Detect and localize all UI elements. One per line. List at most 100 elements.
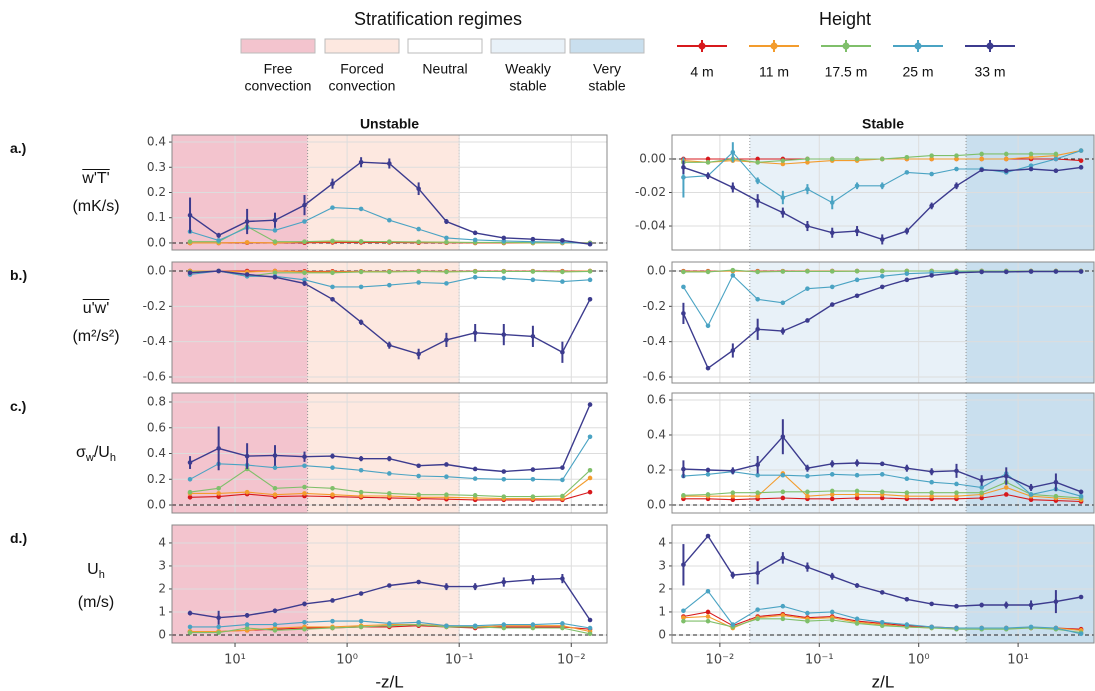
x-tick-label: 10⁻² — [706, 653, 735, 668]
data-point — [272, 465, 278, 470]
y-tick-label: 0 — [658, 627, 666, 641]
data-point — [358, 456, 364, 461]
y-tick-label: 0.00 — [639, 151, 666, 165]
data-point — [1028, 485, 1034, 490]
panel-border — [671, 261, 1095, 384]
data-point — [244, 240, 250, 245]
x-tick-label: 10⁻² — [557, 653, 586, 668]
data-point — [444, 492, 449, 498]
data-point — [1028, 269, 1034, 274]
data-point — [1053, 269, 1059, 274]
data-point — [879, 183, 885, 189]
data-point — [1028, 602, 1034, 608]
data-point — [854, 621, 860, 626]
legend-swatch — [324, 38, 400, 54]
data-point — [187, 476, 193, 482]
data-point — [780, 434, 786, 440]
data-point — [780, 210, 786, 215]
y-tick-label: 0.2 — [647, 462, 666, 476]
regime-band — [966, 262, 1094, 383]
data-point — [416, 239, 421, 245]
y-tick-label: 0.0 — [647, 497, 666, 511]
data-point — [979, 602, 984, 608]
data-point — [929, 493, 934, 499]
data-point — [560, 493, 565, 499]
data-point — [501, 494, 507, 499]
data-point — [416, 473, 421, 479]
y-tick-label: 4 — [658, 535, 666, 549]
data-point — [705, 614, 711, 619]
data-point — [1028, 497, 1034, 503]
data-point — [244, 453, 250, 459]
column-title: Unstable — [360, 116, 419, 132]
legend-dot — [986, 42, 994, 50]
data-point — [979, 625, 984, 631]
data-point — [387, 583, 392, 588]
data-point — [272, 492, 278, 498]
data-point — [879, 268, 885, 274]
data-point — [244, 272, 250, 277]
data-point — [330, 598, 335, 603]
legend-label: Very — [593, 61, 621, 77]
data-point — [929, 156, 934, 162]
data-point — [587, 434, 593, 440]
data-point — [1053, 151, 1059, 157]
data-point — [829, 200, 835, 205]
y-tick-label: -0.4 — [143, 334, 166, 348]
data-point — [705, 609, 711, 615]
data-point — [444, 219, 449, 224]
regime-band — [749, 262, 967, 383]
y-axis-label: σw/Uh — [36, 439, 156, 472]
data-point — [272, 622, 278, 627]
data-point — [805, 286, 810, 291]
data-point — [358, 206, 364, 212]
data-point — [1003, 151, 1009, 157]
x-tick-label: 10¹ — [224, 653, 246, 668]
data-point — [330, 181, 335, 186]
data-point — [780, 489, 786, 495]
data-point — [444, 235, 449, 241]
data-point — [587, 489, 593, 495]
data-point — [755, 493, 760, 499]
data-point — [530, 277, 536, 283]
data-point — [330, 625, 335, 631]
data-point — [929, 273, 934, 278]
data-point — [358, 591, 364, 596]
data-point — [1028, 624, 1034, 630]
row-tag: c.) — [10, 398, 27, 414]
data-point — [587, 625, 593, 631]
data-point — [705, 588, 711, 594]
data-point — [979, 151, 984, 157]
y-tick-label: 0 — [158, 627, 166, 641]
legend-label: convection — [245, 78, 312, 94]
data-point — [829, 488, 835, 494]
data-point — [358, 239, 364, 244]
data-point — [730, 149, 736, 155]
data-point — [755, 616, 760, 622]
x-tick-label: 10¹ — [1007, 653, 1029, 668]
panel-border — [171, 392, 608, 514]
data-point — [187, 494, 193, 500]
data-point — [330, 270, 335, 276]
data-point — [681, 165, 686, 170]
y-tick-label: -0.6 — [643, 369, 666, 383]
y-label-line: (m/s) — [36, 589, 156, 617]
data-point — [805, 610, 810, 616]
data-point — [530, 476, 536, 482]
y-label-part: w'T' — [82, 169, 110, 187]
data-point — [681, 615, 686, 620]
data-point — [755, 156, 760, 162]
data-point — [501, 476, 507, 482]
data-point — [705, 533, 711, 539]
data-point — [780, 495, 786, 501]
data-point — [1053, 156, 1059, 162]
data-point — [472, 623, 478, 629]
data-point — [416, 269, 421, 274]
data-point — [1028, 166, 1034, 172]
data-point — [272, 270, 278, 276]
data-point — [730, 622, 736, 627]
data-point — [530, 577, 536, 583]
data-point — [587, 617, 593, 623]
y-tick-label: -0.4 — [643, 334, 666, 348]
data-point — [854, 293, 860, 299]
